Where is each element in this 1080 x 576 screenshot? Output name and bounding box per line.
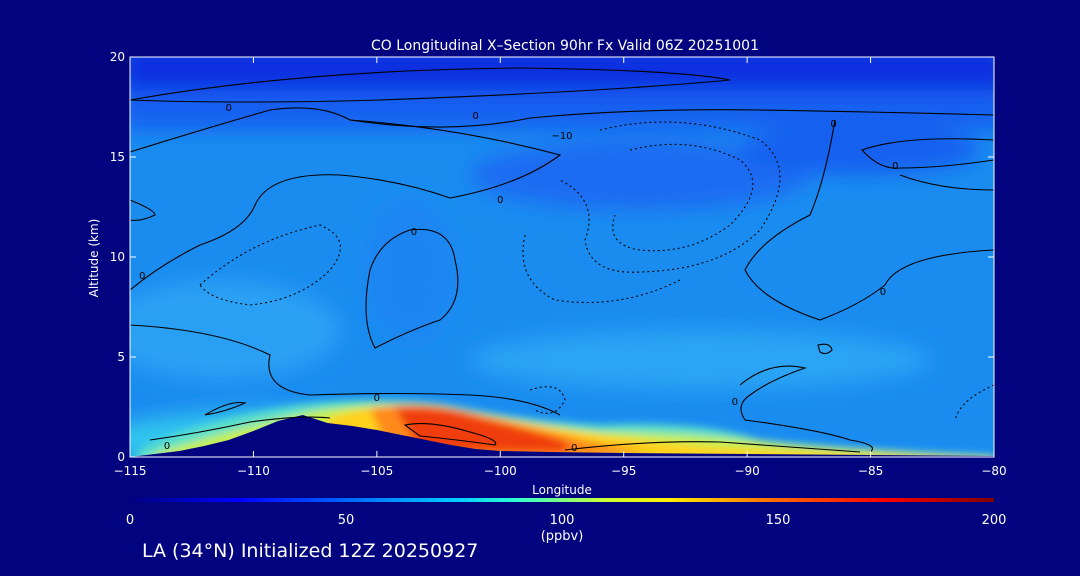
x-tick-label: −80 xyxy=(981,464,1006,478)
x-tick-label: −115 xyxy=(114,464,147,478)
terrain-mask xyxy=(130,415,994,457)
concentration-field: 0 0 −10 0 0 0 0 0 0 0 0 0 0 xyxy=(130,57,994,457)
x-tick-label: −90 xyxy=(734,464,759,478)
colorbar-tick-label: 150 xyxy=(766,513,791,528)
footer-info: LA (34°N) Initialized 12Z 20250927 xyxy=(142,540,479,562)
contour-label: 0 xyxy=(139,271,145,282)
colorbar-label: (ppbv) xyxy=(541,529,584,544)
contour-label: 0 xyxy=(472,111,478,122)
x-tick-label: −105 xyxy=(360,464,393,478)
x-axis-label: Longitude xyxy=(532,483,592,497)
contour-label: 0 xyxy=(571,443,577,454)
dotted-contours xyxy=(199,121,994,421)
contour-label: 0 xyxy=(164,441,170,452)
colorbar xyxy=(130,498,994,502)
contour-label: 0 xyxy=(411,227,417,238)
contour-lines xyxy=(130,67,994,453)
y-tick-label: 5 xyxy=(117,350,125,364)
contour-labels: 0 0 −10 0 0 0 0 0 0 0 0 0 0 xyxy=(139,103,898,454)
x-tick-label: −110 xyxy=(237,464,270,478)
colorbar-ticks: 0 50 100 150 200 xyxy=(126,513,1007,528)
x-tick-label: −95 xyxy=(611,464,636,478)
colorbar-tick-label: 200 xyxy=(982,513,1007,528)
y-tick-label: 15 xyxy=(110,150,125,164)
colorbar-tick-label: 50 xyxy=(338,513,355,528)
y-axis: 0 5 10 15 20 xyxy=(110,50,994,464)
contour-label: 0 xyxy=(732,397,738,408)
x-axis: −115 −110 −105 −100 −95 −90 −85 −80 xyxy=(114,57,1007,478)
contour-label: 0 xyxy=(497,195,503,206)
y-axis-label: Altitude (km) xyxy=(87,219,101,298)
contour-label: −10 xyxy=(551,131,572,142)
contour-label: 0 xyxy=(374,393,380,404)
y-tick-label: 10 xyxy=(110,250,125,264)
y-tick-label: 0 xyxy=(117,450,125,464)
colorbar-tick-label: 100 xyxy=(550,513,575,528)
chart-title: CO Longitudinal X–Section 90hr Fx Valid … xyxy=(371,38,759,54)
y-tick-label: 20 xyxy=(110,50,125,64)
contour-label: 0 xyxy=(892,161,898,172)
contour-label: 0 xyxy=(880,287,886,298)
colorbar-tick-label: 0 xyxy=(126,513,134,528)
x-tick-label: −85 xyxy=(858,464,883,478)
contour-label: 0 xyxy=(830,119,836,130)
contour-label: 0 xyxy=(226,103,232,114)
x-tick-label: −100 xyxy=(484,464,517,478)
